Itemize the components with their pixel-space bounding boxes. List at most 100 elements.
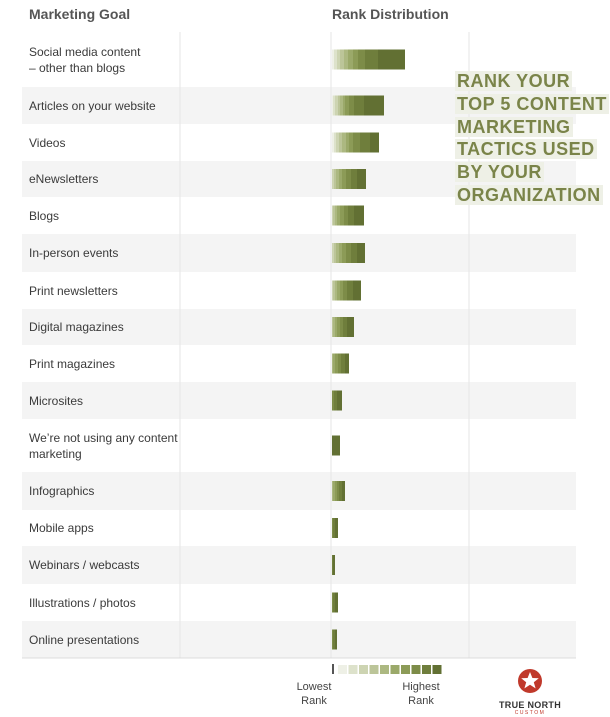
bar-segment: [333, 555, 335, 575]
row-stripe: [22, 309, 576, 345]
bar-segment: [370, 132, 379, 153]
bar-segment: [337, 481, 339, 501]
row-stripe: [22, 546, 576, 584]
legend-swatch: [401, 665, 410, 674]
category-label: Mobile apps: [29, 520, 179, 536]
bar-segment: [347, 280, 353, 301]
category-label-line: In-person events: [29, 246, 119, 260]
bar-segment: [343, 95, 345, 116]
bar-segment: [339, 481, 342, 501]
bar-segment: [378, 49, 405, 70]
bar-segment: [341, 353, 345, 374]
legend-swatch: [390, 665, 400, 674]
category-label-line: Blogs: [29, 208, 60, 223]
category-label: Illustrations / photos: [29, 595, 179, 611]
bar-segment: [343, 317, 347, 337]
bar-segment: [346, 169, 351, 189]
column-header-marketing-goal: Marketing Goal: [29, 6, 131, 22]
callout-question: RANK YOUR TOP 5 CONTENT MARKETING TACTIC…: [455, 70, 610, 207]
bar-segment: [349, 132, 353, 153]
bar-segment: [334, 169, 336, 189]
callout-text: RANK YOUR TOP 5 CONTENT MARKETING TACTIC…: [455, 71, 609, 205]
bar-segment: [332, 132, 334, 153]
star-icon: [518, 669, 542, 693]
bar-segment: [335, 205, 337, 226]
bar-segment: [337, 317, 340, 337]
bar-segment: [339, 132, 342, 153]
bar-segment: [344, 49, 348, 70]
bar-segment: [335, 280, 337, 301]
bar-segment: [339, 243, 342, 263]
category-label: Infographics: [29, 483, 179, 499]
bar-segment: [340, 317, 343, 337]
bar-segment: [354, 205, 364, 226]
category-label-line: marketing: [29, 446, 82, 461]
category-label-line: We’re not using any content: [29, 430, 178, 445]
category-label-line: Mobile apps: [29, 521, 94, 535]
bar-segment: [353, 280, 361, 301]
bar-segment: [333, 629, 335, 650]
bar-segment: [332, 95, 333, 116]
bar-segment: [332, 353, 333, 374]
bar-segment: [332, 435, 340, 456]
bar-segment: [340, 280, 343, 301]
category-label: Social media content – other than blogs: [29, 44, 179, 76]
bar-segment: [334, 390, 337, 411]
bar-segment: [358, 49, 365, 70]
bar-segment: [337, 49, 340, 70]
bar-segment: [333, 518, 335, 538]
category-label: Articles on your website: [29, 98, 179, 114]
bar-segment: [333, 481, 335, 501]
category-label-line: Infographics: [29, 484, 95, 498]
bar-segment: [348, 49, 353, 70]
bar-segment: [346, 243, 351, 263]
bar-segment: [353, 49, 358, 70]
rank-legend-scale: [332, 664, 442, 674]
bar-segment: [332, 280, 333, 301]
bar-segment: [332, 243, 334, 263]
category-label: Blogs: [29, 208, 179, 224]
bar-segment: [360, 132, 370, 153]
legend-swatch: [432, 665, 442, 674]
row-stripe: [22, 621, 576, 658]
bar-segment: [332, 481, 333, 501]
bar-segment: [345, 353, 349, 374]
bar-segment: [342, 169, 346, 189]
category-label: Digital magazines: [29, 319, 179, 335]
category-label: In-person events: [29, 245, 179, 261]
legend-swatch: [411, 665, 421, 674]
bar-segment: [333, 592, 335, 613]
bar-segment: [335, 353, 338, 374]
bar-segment: [357, 243, 365, 263]
category-label: Videos: [29, 135, 179, 151]
bar-segment: [342, 132, 346, 153]
category-label-line: – other than blogs: [29, 60, 126, 75]
bar-segment: [337, 205, 340, 226]
logo-name: TRUE NORTH: [499, 700, 561, 710]
bar-segment: [343, 280, 347, 301]
bar-segment: [349, 95, 354, 116]
legend-swatch: [422, 665, 431, 674]
bar-segment: [364, 95, 384, 116]
bar-segment: [334, 243, 336, 263]
category-label-line: Microsites: [29, 393, 84, 408]
row-stripe: [22, 234, 576, 272]
category-label: Webinars / webcasts: [29, 557, 179, 573]
category-label: eNewsletters: [29, 171, 179, 187]
category-label: Microsites: [29, 393, 179, 409]
category-label-line: Webinars / webcasts: [29, 558, 140, 572]
bar-segment: [338, 353, 341, 374]
legend-tick: [332, 664, 334, 674]
category-label-line: Digital magazines: [29, 320, 124, 334]
legend-swatch: [348, 665, 358, 674]
rank-bars: [332, 49, 405, 650]
bar-segment: [332, 169, 334, 189]
bar-segment: [333, 205, 335, 226]
bar-segment: [335, 629, 337, 650]
bar-segment: [336, 169, 339, 189]
category-label: Online presentations: [29, 632, 179, 648]
bar-segment: [336, 132, 339, 153]
logo-subtitle: CUSTOM: [514, 710, 546, 716]
legend-swatch: [369, 665, 379, 674]
bar-segment: [346, 132, 349, 153]
